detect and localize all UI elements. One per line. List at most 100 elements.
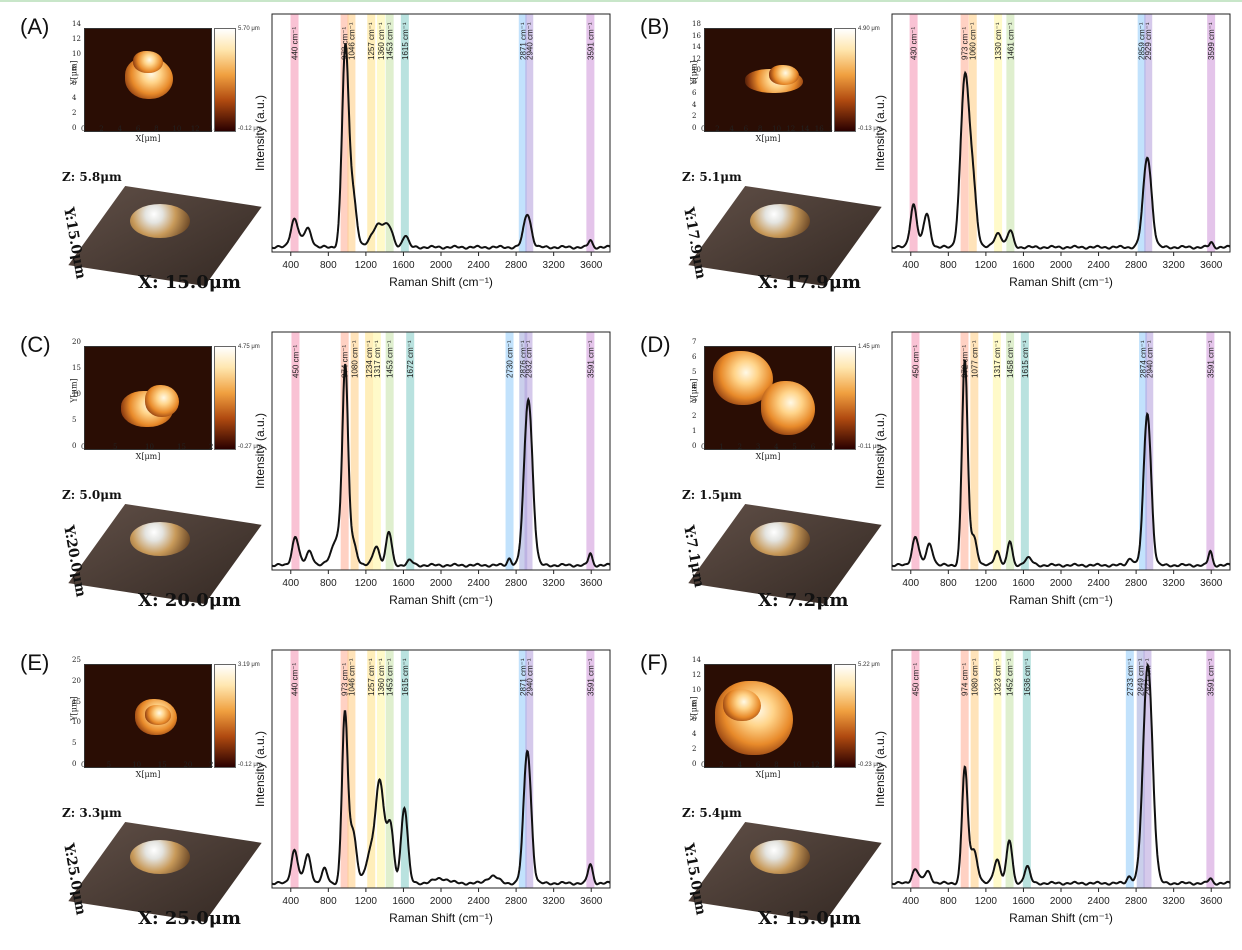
afm-y-tick: 20 [72,338,81,346]
x-axis-label: Raman Shift (cm⁻¹) [389,275,493,289]
x-tick-label: 3200 [1163,260,1186,271]
band-highlight [347,14,356,252]
band-highlight [340,332,349,570]
band-label: 1453 cm⁻¹ [386,658,395,696]
band-highlight [505,332,514,570]
afm-x-tick: 25 [209,761,218,769]
afm-y-tick: 15 [72,697,81,706]
band-label: 1317 cm⁻¹ [993,340,1002,378]
band-highlight [1206,650,1215,888]
band-label: 1080 cm⁻¹ [351,340,360,378]
panel-label: (D) [640,332,671,357]
y-axis-label: Intensity (a.u.) [873,413,887,489]
x-tick-label: 1600 [392,260,415,271]
x-tick-label: 2800 [1125,260,1148,271]
band-label: 430 cm⁻¹ [910,27,919,60]
y-axis-label: Intensity (a.u.) [253,731,267,807]
panel-d: (D) X[μm] Y[μm] 0 1 2 3 4 5 6 7 0 1 2 3 4 5 6 7 1.45 μm -0.1… [620,318,1240,632]
x-axis-label: Raman Shift (cm⁻¹) [1009,275,1113,289]
band-label: 3591 cm⁻¹ [586,340,595,378]
band-label: 440 cm⁻¹ [291,27,300,60]
x-axis-label: Raman Shift (cm⁻¹) [389,911,493,925]
afm-x-tick: 0 [81,125,86,133]
plot-frame [271,649,611,889]
colorbar-max-label: 4.75 μm [238,344,260,350]
band-highlight [1143,650,1152,888]
x-tick-label: 800 [940,896,957,907]
x-tick-label: 1200 [355,896,378,907]
raman-spectrum-svg: 430 cm⁻¹ 973 cm⁻¹ 1060 cm⁻¹ 1330 cm⁻¹ 1461 c… [873,13,1231,289]
band-highlight [1144,14,1153,252]
band-label: 2849 cm⁻¹ [1137,658,1146,696]
band-label: 1046 cm⁻¹ [347,658,356,696]
afm-x-axis-label: X[μm] [135,134,161,143]
x-tick-label: 2000 [430,260,453,271]
band-highlight [385,14,394,252]
band-highlight [525,14,534,252]
afm-y-tick: 10 [72,390,81,398]
afm-3d-particle [130,840,190,874]
afm-3d-x-label: X: 7.2μm [758,590,849,611]
x-tick-label: 2800 [505,896,528,907]
band-label: 440 cm⁻¹ [291,663,300,696]
afm-y-tick: 2 [692,745,697,754]
height-colorbar [834,28,856,132]
afm-3d-z-label: Z: 3.3μm [62,806,122,820]
x-tick-label: 1600 [1012,578,1035,589]
band-label: 1234 cm⁻¹ [365,340,374,378]
band-label: 1360 cm⁻¹ [377,658,386,696]
afm-y-tick: 15 [72,364,81,372]
plot-frame [891,13,1231,253]
panel-label: (A) [20,14,50,39]
plot-frame [271,13,611,253]
afm-topography-image: X[μm]Y[μm]05101520250510152025 [70,656,218,779]
plot-frame [891,331,1231,571]
afm-y-tick: 12 [692,670,701,679]
afm-y-tick: 0 [72,760,77,768]
colorbar-min-label: -0.12 μm [238,126,262,132]
afm-x-tick: 6 [135,125,141,133]
spectrum-line [271,43,611,250]
x-tick-label: 3200 [1163,578,1186,589]
afm-3d-z-label: Z: 5.0μm [62,488,122,502]
afm-x-tick: 12 [810,761,820,769]
x-tick-label: 1200 [975,260,998,271]
band-highlight [340,650,349,888]
band-highlight [586,332,595,570]
afm-x-tick: 14 [829,761,838,769]
band-label: 1453 cm⁻¹ [386,22,395,60]
afm-x-tick: 14 [800,125,810,133]
afm-y-tick: 8 [692,700,697,709]
afm-y-tick: 1 [692,427,697,436]
top-rule [0,0,1242,2]
band-label: 450 cm⁻¹ [291,345,300,378]
spectrum-line [891,662,1231,886]
band-highlight [385,332,394,570]
afm-topography-image: X[μm]Y[μm]0246810121402468101214 [690,656,838,779]
afm-y-tick: 8 [692,77,697,86]
raman-spectrum-svg: 450 cm⁻¹ 972 cm⁻¹ 1077 cm⁻¹ 1317 cm⁻¹ 1458 c… [873,331,1231,607]
afm-3d-x-label: X: 15.0μm [138,272,241,293]
panel-label: (B) [640,14,670,39]
band-label: 2871 cm⁻¹ [519,22,528,60]
band-highlight [911,650,920,888]
band-highlight [400,650,409,888]
afm-height-map [704,664,832,768]
band-label: 1323 cm⁻¹ [993,658,1002,696]
x-tick-label: 2000 [1050,578,1073,589]
afm-x-axis-label: X[μm] [135,452,161,461]
colorbar-max-label: 3.19 μm [238,662,260,668]
particle-blob [769,65,799,85]
afm-x-tick: 0 [701,761,706,769]
afm-y-tick: 10 [692,685,701,694]
colorbar-max-label: 5.22 μm [858,662,880,668]
band-label: 450 cm⁻¹ [911,663,920,696]
afm-3d-view: Z: 5.8μm X: 15.0μm Y:15.0μm [60,170,262,296]
afm-topography-image: X[μm] Y[μm] 0 1 2 3 4 5 6 7 0 1 2 3 4 5 6 7 [690,338,834,461]
band-label: 450 cm⁻¹ [911,345,920,378]
raman-spectrum: 450 cm⁻¹ 972 cm⁻¹ 1077 cm⁻¹ 1317 cm⁻¹ 1458 c… [870,318,1240,632]
afm-x-tick: 2 [99,125,104,133]
afm-3d-view: Z: 5.4μm X: 15.0μm Y:15.0μm [680,806,882,932]
afm-y-tick: 6 [692,352,697,361]
